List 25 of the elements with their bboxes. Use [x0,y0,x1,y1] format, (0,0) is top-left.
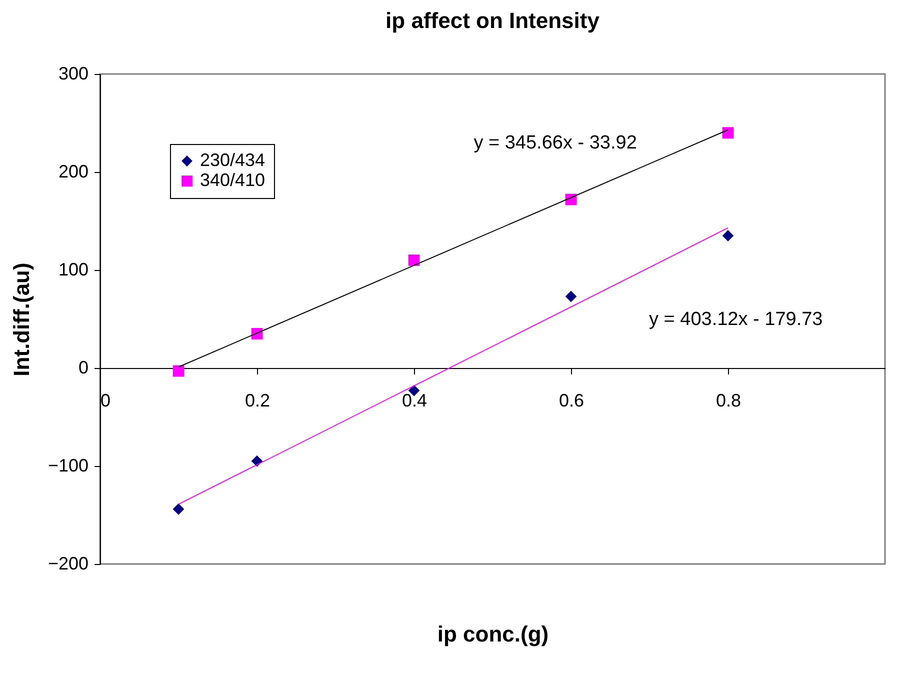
y-tick-label: 200 [58,162,88,182]
point [172,365,184,377]
point [251,455,263,467]
x-tick-label: 0.6 [558,390,584,410]
legend-label: 230/434 [200,150,266,170]
annotation: y = 403.12x - 179.73 [648,309,823,330]
y-tick-label: 100 [58,260,88,280]
legend-label: 340/410 [200,170,266,190]
y-tick-label: 300 [58,64,88,84]
point [172,503,184,515]
x-tick-label: 0.2 [244,390,270,410]
y-tick-label: −200 [48,554,88,574]
point [722,127,734,138]
x-axis-title: ip conc.(g) [437,622,549,646]
point [565,290,577,302]
point [408,254,420,266]
y-axis-title: Int.diff.(au) [8,262,34,376]
y-tick-label: −100 [48,456,88,476]
x-tick-label: 0.4 [402,390,428,410]
x-tick-label: 0.8 [716,390,742,410]
x-tick-label: 0 [100,390,111,410]
annotation: y = 345.66x - 33.92 [474,132,637,154]
chart-title: ip affect on Intensity [386,8,600,33]
y-tick-label: 0 [78,358,88,378]
point [722,230,734,242]
